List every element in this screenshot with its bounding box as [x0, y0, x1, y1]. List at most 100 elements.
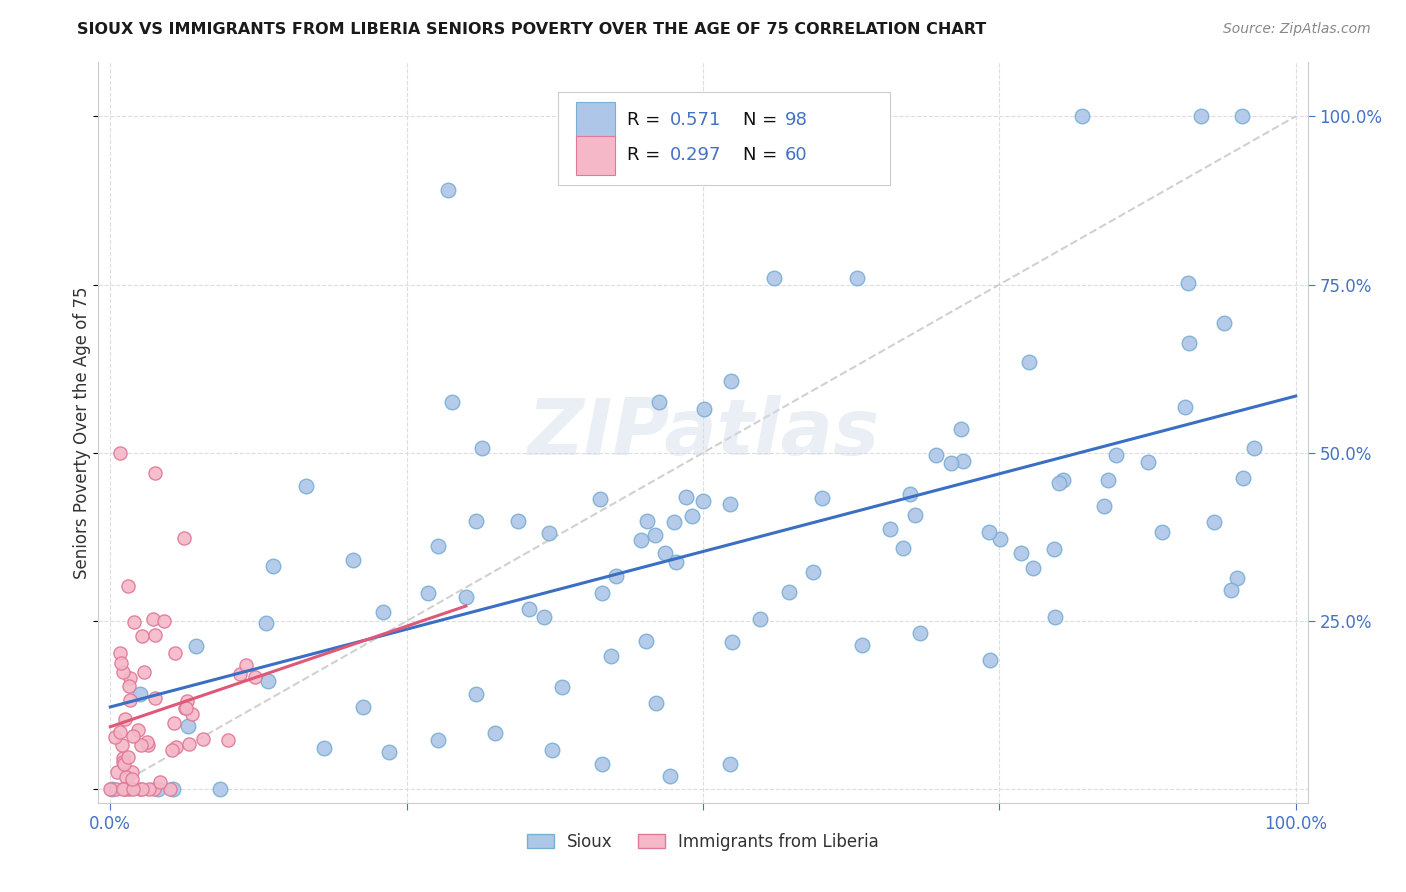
- Text: R =: R =: [627, 112, 666, 129]
- Text: N =: N =: [742, 112, 783, 129]
- Point: [160, 742, 183, 756]
- Point: [589, 492, 612, 507]
- Point: [718, 756, 741, 771]
- Point: [177, 719, 200, 733]
- Text: 98: 98: [785, 112, 808, 129]
- Point: [721, 635, 744, 649]
- Point: [143, 782, 166, 797]
- Point: [1243, 441, 1265, 455]
- Point: [1232, 471, 1254, 485]
- Point: [165, 740, 187, 755]
- Point: [1226, 571, 1249, 585]
- Point: [342, 552, 364, 566]
- Point: [1232, 109, 1254, 123]
- Point: [1105, 448, 1128, 462]
- Point: [591, 586, 613, 600]
- Point: [352, 700, 374, 714]
- Point: [110, 656, 132, 670]
- Point: [636, 514, 658, 528]
- Point: [174, 700, 197, 714]
- Point: [115, 770, 138, 784]
- Point: [471, 442, 494, 456]
- Point: [778, 584, 800, 599]
- Point: [977, 524, 1000, 539]
- Text: 0.571: 0.571: [671, 112, 721, 129]
- Point: [131, 629, 153, 643]
- Point: [1043, 609, 1066, 624]
- Point: [112, 756, 135, 771]
- Point: [1092, 500, 1115, 514]
- Point: [1097, 473, 1119, 487]
- Point: [1071, 109, 1094, 123]
- Point: [120, 671, 142, 685]
- Point: [1174, 400, 1197, 414]
- Point: [257, 673, 280, 688]
- Point: [654, 545, 676, 559]
- Point: [114, 712, 136, 726]
- Point: [193, 732, 215, 747]
- Point: [163, 646, 186, 660]
- Point: [129, 782, 152, 797]
- Point: [111, 751, 134, 765]
- Point: [693, 401, 716, 416]
- Point: [122, 730, 145, 744]
- Point: [159, 782, 181, 797]
- Point: [121, 772, 143, 786]
- Point: [104, 782, 127, 797]
- Point: [148, 782, 170, 797]
- Point: [111, 782, 134, 797]
- Point: [254, 615, 277, 630]
- Point: [129, 739, 152, 753]
- Point: [949, 422, 972, 436]
- Point: [763, 270, 786, 285]
- Point: [208, 782, 231, 797]
- Point: [108, 446, 131, 460]
- Point: [846, 270, 869, 285]
- Text: Source: ZipAtlas.com: Source: ZipAtlas.com: [1223, 22, 1371, 37]
- Point: [484, 726, 506, 740]
- Point: [1189, 109, 1212, 123]
- Point: [718, 497, 741, 511]
- Point: [851, 638, 873, 652]
- Point: [1177, 335, 1199, 350]
- Point: [100, 782, 122, 797]
- Point: [149, 775, 172, 789]
- Point: [941, 456, 963, 470]
- Point: [1204, 515, 1226, 529]
- Point: [600, 649, 623, 664]
- Point: [664, 515, 686, 529]
- Point: [295, 479, 318, 493]
- Point: [720, 374, 742, 388]
- Point: [988, 532, 1011, 546]
- Point: [163, 716, 186, 731]
- Point: [152, 614, 174, 628]
- Point: [176, 694, 198, 708]
- Point: [117, 749, 139, 764]
- Point: [1022, 561, 1045, 575]
- Point: [235, 657, 257, 672]
- Point: [114, 782, 136, 797]
- Point: [540, 743, 562, 757]
- Point: [314, 740, 336, 755]
- Point: [630, 533, 652, 548]
- Point: [121, 764, 143, 779]
- Point: [105, 765, 128, 780]
- Point: [1219, 582, 1241, 597]
- Point: [681, 509, 703, 524]
- Point: [675, 490, 697, 504]
- Point: [1137, 455, 1160, 469]
- Point: [456, 590, 478, 604]
- Y-axis label: Seniors Poverty Over the Age of 75: Seniors Poverty Over the Age of 75: [73, 286, 91, 579]
- Point: [636, 633, 658, 648]
- Point: [128, 687, 150, 701]
- Point: [127, 723, 149, 738]
- Point: [112, 756, 135, 770]
- Point: [181, 707, 204, 722]
- Point: [229, 667, 252, 681]
- Point: [427, 539, 450, 553]
- Point: [120, 693, 142, 707]
- Point: [245, 670, 267, 684]
- Point: [1043, 542, 1066, 557]
- Point: [538, 526, 561, 541]
- Point: [904, 508, 927, 522]
